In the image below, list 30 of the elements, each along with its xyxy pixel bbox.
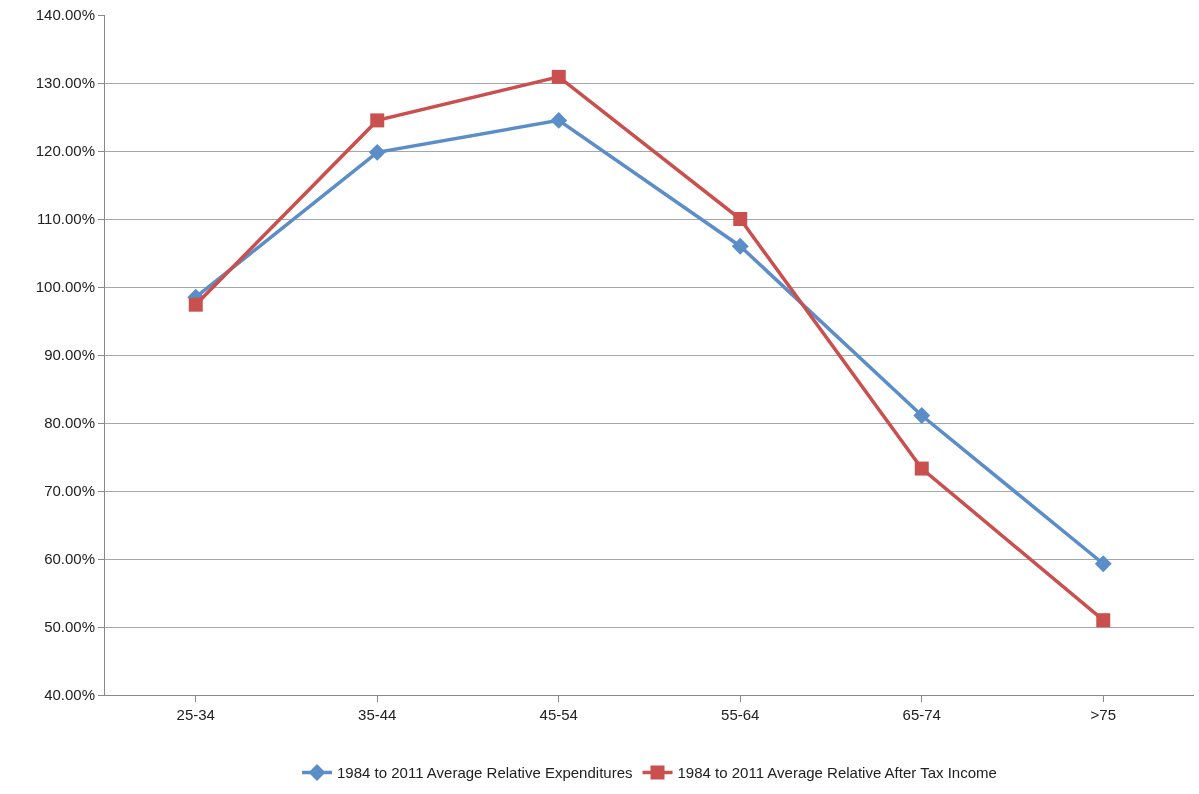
point: [733, 212, 748, 226]
legend-label: 1984 to 2011 Average Relative After Tax Income: [677, 764, 997, 782]
point: [370, 113, 385, 128]
point: [188, 297, 203, 312]
x-tick-label: 25-34: [176, 706, 215, 723]
y-tick-label: 140.00%: [35, 6, 95, 24]
y-tick-label: 40.00%: [44, 686, 95, 704]
x-tick-label: 35-44: [358, 706, 397, 723]
y-tick-label: 90.00%: [44, 346, 95, 364]
point: [914, 461, 929, 476]
y-tick-label: 60.00%: [44, 550, 95, 568]
y-tick-label: 110.00%: [36, 210, 95, 228]
point: [1094, 555, 1112, 573]
x-tick-label: 45-54: [539, 706, 578, 723]
x-tick-label: 65-74: [902, 706, 941, 723]
point: [1096, 613, 1111, 628]
point: [368, 143, 386, 161]
y-tick-label: 80.00%: [44, 414, 95, 432]
y-tick-label: 50.00%: [44, 618, 95, 636]
y-tick-label: 70.00%: [44, 482, 95, 500]
point: [731, 237, 749, 255]
y-tick-label: 130.00%: [35, 74, 95, 92]
x-tick-label: 55-64: [721, 706, 760, 723]
point: [550, 111, 568, 129]
x-tick-label: >75: [1090, 706, 1116, 723]
point: [551, 69, 566, 84]
y-tick-label: 100.00%: [35, 278, 95, 296]
y-tick-label: 120.00%: [35, 142, 95, 160]
point: [913, 407, 931, 424]
legend-label: 1984 to 2011 Average Relative Expenditures: [337, 764, 633, 782]
